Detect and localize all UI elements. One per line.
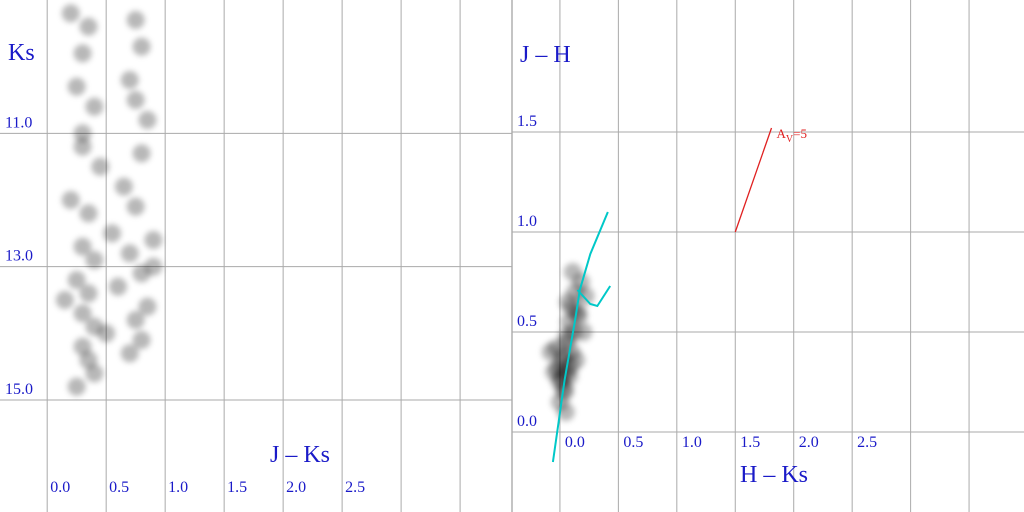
x-tick-label: 1.5 xyxy=(227,479,247,496)
point xyxy=(563,263,582,281)
y-axis-title: Ks xyxy=(8,40,35,66)
point xyxy=(55,291,74,309)
point xyxy=(144,231,163,249)
point xyxy=(79,284,98,303)
point xyxy=(126,91,145,109)
point xyxy=(126,197,145,216)
point xyxy=(85,251,104,269)
point xyxy=(79,17,98,36)
x-tick-label: 1.0 xyxy=(682,434,702,451)
reddening-vector xyxy=(734,127,773,233)
point xyxy=(79,204,98,223)
x-tick-label: 2.5 xyxy=(345,479,365,496)
point xyxy=(126,311,145,329)
grid xyxy=(512,0,1024,512)
point xyxy=(138,297,157,316)
x-tick-label: 1.0 xyxy=(168,479,188,496)
point xyxy=(73,137,92,156)
x-tick-label: 0.0 xyxy=(50,479,70,496)
x-tick-label: 0.0 xyxy=(565,434,585,451)
x-tick-label: 1.5 xyxy=(740,434,760,451)
point xyxy=(61,4,80,23)
vector-label-rest: =5 xyxy=(793,126,807,141)
y-tick-label: 1.0 xyxy=(517,213,537,230)
point xyxy=(132,331,151,349)
point xyxy=(67,377,86,396)
point xyxy=(73,124,92,143)
point xyxy=(85,364,104,383)
locus-line xyxy=(551,211,609,463)
x-tick-label: 2.0 xyxy=(286,479,306,496)
point xyxy=(61,191,80,209)
point xyxy=(73,304,92,323)
point xyxy=(97,324,116,343)
point xyxy=(120,71,139,89)
x-tick-label: 2.5 xyxy=(857,434,877,451)
point xyxy=(108,277,127,296)
point xyxy=(132,144,151,163)
x-axis-title: H – Ks xyxy=(740,462,808,488)
point xyxy=(569,307,588,325)
point xyxy=(73,44,92,63)
vector-label-sub: V xyxy=(786,134,794,145)
point xyxy=(132,37,151,56)
x-axis-title: J – Ks xyxy=(270,442,330,468)
locus-line xyxy=(576,285,612,308)
point xyxy=(574,323,593,341)
point xyxy=(67,271,86,289)
point xyxy=(103,224,122,243)
point xyxy=(114,177,133,196)
point-cloud xyxy=(55,4,163,396)
point xyxy=(91,157,110,176)
point xyxy=(126,11,145,29)
x-tick-label: 0.5 xyxy=(109,479,129,496)
point xyxy=(541,343,560,361)
point xyxy=(567,351,586,369)
point xyxy=(138,111,157,129)
point xyxy=(73,237,92,256)
grid xyxy=(0,0,512,512)
point xyxy=(555,379,574,397)
vector-label: AV=5 xyxy=(777,126,807,145)
y-tick-label: 1.5 xyxy=(517,113,537,130)
y-tick-label: 0.5 xyxy=(517,313,537,330)
point xyxy=(120,244,139,263)
y-tick-label: 13.0 xyxy=(5,248,33,265)
point xyxy=(576,287,595,305)
y-tick-label: 11.0 xyxy=(5,114,32,131)
point xyxy=(144,257,163,276)
point xyxy=(67,77,86,96)
point xyxy=(85,97,104,116)
point xyxy=(120,344,139,363)
vector-label-main: A xyxy=(777,126,787,141)
x-tick-label: 0.5 xyxy=(623,434,643,451)
y-tick-label: 0.0 xyxy=(517,413,537,430)
x-tick-label: 2.0 xyxy=(799,434,819,451)
y-tick-label: 15.0 xyxy=(5,381,33,398)
y-axis-title: J – H xyxy=(520,42,571,68)
